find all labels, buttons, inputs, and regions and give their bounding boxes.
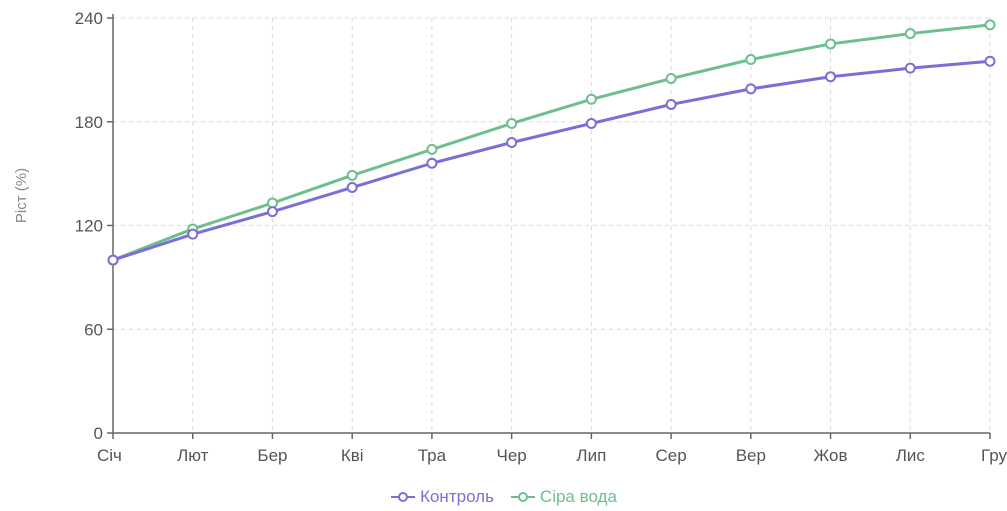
- series-line-0: [111, 59, 992, 262]
- legend-label-series-1: Сіра вода: [539, 487, 617, 506]
- x-tick-label: Кві: [341, 446, 364, 465]
- data-point[interactable]: [665, 73, 677, 85]
- x-tick-label: Тра: [418, 446, 447, 465]
- data-point[interactable]: [984, 55, 996, 67]
- legend-item-series-0[interactable]: Контроль: [390, 487, 494, 507]
- data-point[interactable]: [426, 157, 438, 169]
- x-tick-label: Лют: [177, 446, 209, 465]
- data-point[interactable]: [825, 38, 837, 50]
- data-point[interactable]: [904, 28, 916, 40]
- series-group: [107, 19, 996, 266]
- data-point[interactable]: [984, 19, 996, 31]
- y-tick-label: 240: [75, 9, 103, 28]
- series-line-1: [111, 23, 992, 262]
- x-tick-label: Лип: [576, 446, 606, 465]
- legend-swatch-series-0: [391, 492, 416, 502]
- data-point[interactable]: [266, 206, 278, 218]
- y-axis-title: Ріст (%): [13, 168, 30, 223]
- x-tick-label: Сер: [655, 446, 686, 465]
- y-tick-label: 60: [84, 320, 103, 339]
- data-point[interactable]: [506, 137, 518, 148]
- y-tick-label: 120: [75, 217, 103, 236]
- data-point[interactable]: [585, 117, 597, 129]
- legend-label-series-0: Контроль: [420, 487, 494, 506]
- data-point[interactable]: [585, 93, 597, 105]
- x-tick-label: Чер: [497, 446, 527, 465]
- x-tick-label: Бер: [257, 446, 287, 465]
- x-tick-label: Січ: [97, 446, 122, 465]
- x-tick-label: Гру: [981, 446, 1007, 465]
- data-point[interactable]: [346, 169, 358, 181]
- data-point[interactable]: [426, 143, 438, 155]
- legend-swatch-series-1: [510, 492, 535, 502]
- data-point[interactable]: [745, 83, 757, 95]
- data-point[interactable]: [904, 62, 916, 74]
- data-point[interactable]: [187, 228, 199, 240]
- x-tick-label: Жов: [814, 446, 848, 465]
- series-1: [107, 19, 996, 266]
- y-tick-label: 180: [75, 113, 103, 132]
- legend: Контроль Сіра вода: [0, 487, 1007, 507]
- data-point[interactable]: [825, 71, 837, 83]
- data-point[interactable]: [745, 54, 757, 65]
- line-chart: 0 60 120 180 240 Січ Лют Бер Кві Тра Чер Лип Сер Вер Ж…: [13, 9, 1007, 465]
- data-point[interactable]: [506, 117, 518, 129]
- data-point[interactable]: [107, 254, 119, 266]
- data-point[interactable]: [346, 181, 358, 193]
- axes: 0 60 120 180 240 Січ Лют Бер Кві Тра Чер Лип Сер Вер Ж…: [75, 9, 1007, 465]
- x-tick-label: Лис: [896, 446, 926, 465]
- legend-item-series-1[interactable]: Сіра вода: [510, 487, 617, 507]
- series-0: [107, 55, 996, 266]
- data-point[interactable]: [665, 98, 677, 110]
- x-tick-label: Вер: [736, 446, 766, 465]
- grid: [113, 17, 991, 433]
- y-tick-label: 0: [94, 424, 103, 443]
